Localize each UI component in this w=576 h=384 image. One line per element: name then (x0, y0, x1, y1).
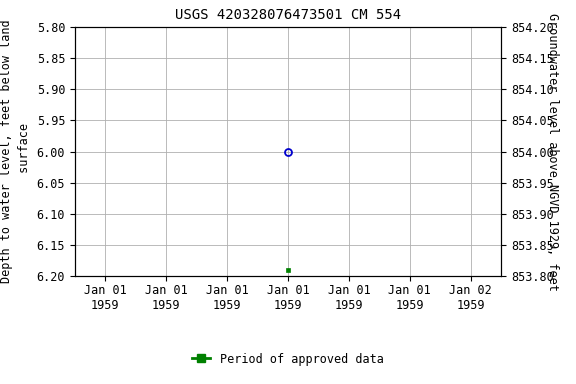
Legend: Period of approved data: Period of approved data (188, 348, 388, 371)
Title: USGS 420328076473501 CM 554: USGS 420328076473501 CM 554 (175, 8, 401, 22)
Y-axis label: Depth to water level, feet below land
 surface: Depth to water level, feet below land su… (0, 20, 31, 283)
Y-axis label: Groundwater level above NGVD 1929, feet: Groundwater level above NGVD 1929, feet (546, 13, 559, 291)
